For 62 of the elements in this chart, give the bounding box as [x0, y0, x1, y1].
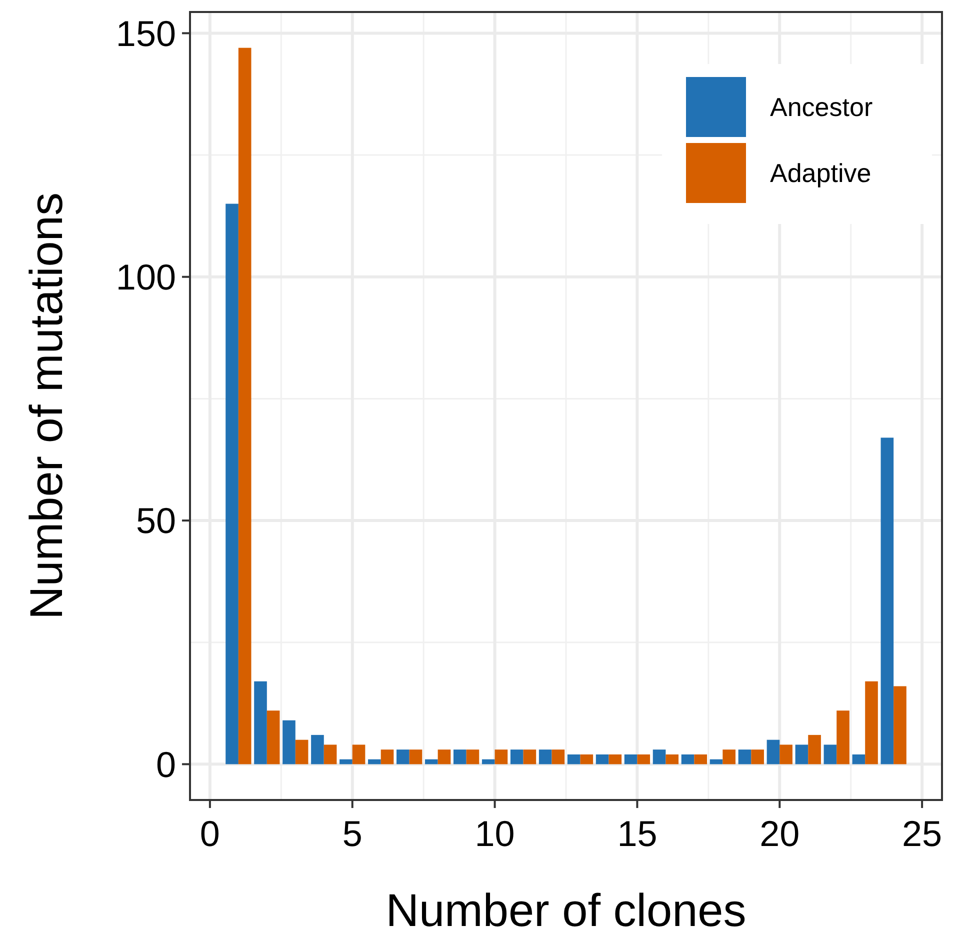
x-tick-label: 15	[617, 813, 658, 854]
legend-label: Adaptive	[770, 158, 872, 188]
bar	[266, 710, 280, 764]
y-tick-label: 50	[136, 500, 176, 542]
bar	[880, 438, 894, 764]
bar	[624, 754, 638, 764]
bar	[808, 734, 821, 764]
y-tick-label: 100	[116, 256, 176, 298]
bar	[766, 740, 780, 764]
bar	[324, 744, 337, 764]
x-tick-label: 5	[342, 813, 362, 854]
bar	[425, 759, 438, 764]
bar	[780, 744, 792, 764]
x-axis-title: Number of clones	[386, 884, 746, 932]
bar	[538, 750, 552, 764]
bar	[254, 681, 267, 764]
bar	[596, 754, 609, 764]
bar	[795, 744, 808, 764]
bar	[681, 754, 694, 764]
bar	[438, 750, 451, 764]
bar	[751, 750, 764, 764]
y-tick-label: 150	[116, 12, 176, 54]
bar	[396, 750, 410, 764]
y-axis-title: Number of mutations	[20, 192, 72, 620]
bar	[494, 750, 508, 764]
bar	[482, 759, 495, 764]
legend-label: Ancestor	[770, 92, 873, 122]
bar	[894, 686, 906, 764]
bar	[852, 754, 866, 764]
bar	[738, 750, 752, 764]
bar	[608, 754, 622, 764]
bar	[311, 734, 324, 764]
x-tick-label: 0	[200, 813, 220, 854]
bar	[552, 750, 565, 764]
x-tick-label: 10	[474, 813, 515, 854]
bar	[295, 740, 308, 764]
bar	[340, 759, 352, 764]
bar	[722, 750, 736, 764]
bar	[510, 750, 524, 764]
bar	[836, 710, 850, 764]
bar	[238, 48, 252, 764]
y-tick-label: 0	[156, 744, 176, 785]
bar	[652, 750, 666, 764]
bar	[282, 720, 296, 764]
x-tick-label: 20	[760, 813, 800, 854]
x-tick-label: 25	[902, 813, 942, 854]
bar	[368, 759, 381, 764]
bar	[380, 750, 394, 764]
bar	[710, 759, 723, 764]
bar	[694, 754, 707, 764]
bar	[824, 744, 837, 764]
bar	[637, 754, 650, 764]
bar	[409, 750, 422, 764]
bar	[666, 754, 679, 764]
bar	[865, 681, 878, 764]
bar	[523, 750, 536, 764]
bar	[580, 754, 594, 764]
bar	[453, 750, 466, 764]
bar	[466, 750, 480, 764]
bar	[352, 744, 366, 764]
bar	[567, 754, 580, 764]
bar	[226, 204, 238, 764]
